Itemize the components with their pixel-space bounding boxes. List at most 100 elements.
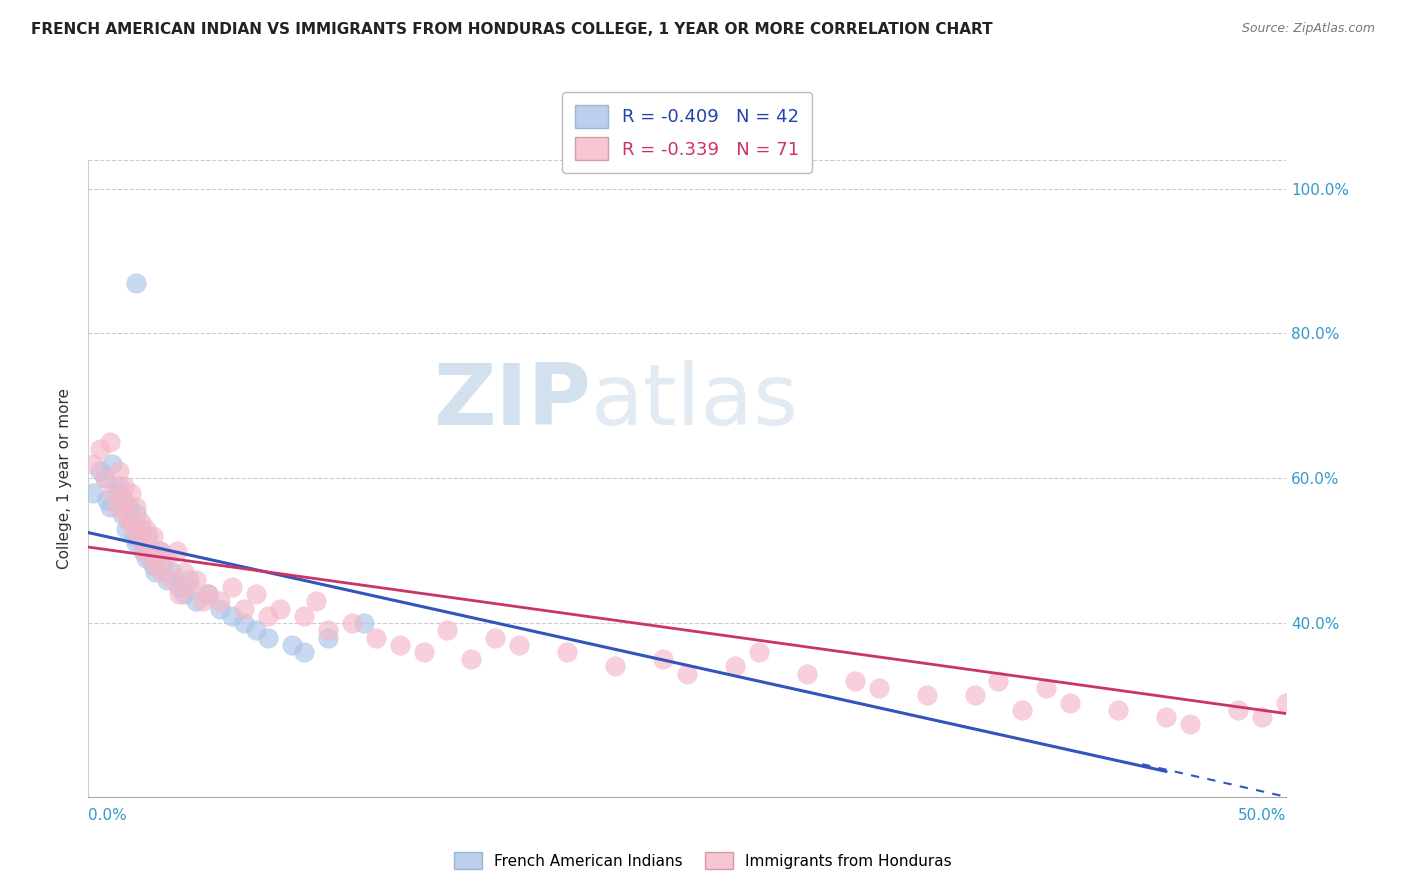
Point	[101, 485, 124, 500]
Point	[82, 457, 104, 471]
Point	[221, 580, 243, 594]
Legend: French American Indians, Immigrants from Honduras: French American Indians, Immigrants from…	[449, 846, 957, 875]
Point	[167, 580, 190, 594]
Point	[143, 558, 166, 573]
Point	[112, 493, 135, 508]
Point	[245, 624, 267, 638]
Point	[555, 645, 578, 659]
Point	[1275, 696, 1298, 710]
Point	[316, 631, 339, 645]
Point	[1059, 696, 1081, 710]
Point	[460, 652, 482, 666]
Point	[605, 659, 627, 673]
Point	[281, 638, 304, 652]
Point	[111, 508, 134, 522]
Point	[652, 652, 675, 666]
Text: FRENCH AMERICAN INDIAN VS IMMIGRANTS FROM HONDURAS COLLEGE, 1 YEAR OR MORE CORRE: FRENCH AMERICAN INDIAN VS IMMIGRANTS FRO…	[31, 22, 993, 37]
Point	[115, 508, 138, 522]
Point	[127, 529, 149, 543]
Point	[1035, 681, 1057, 696]
Point	[269, 601, 291, 615]
Point	[125, 508, 148, 522]
Point	[120, 515, 142, 529]
Text: Source: ZipAtlas.com: Source: ZipAtlas.com	[1241, 22, 1375, 36]
Point	[256, 631, 278, 645]
Point	[129, 515, 152, 529]
Point	[796, 666, 818, 681]
Legend: R = -0.409   N = 42, R = -0.339   N = 71: R = -0.409 N = 42, R = -0.339 N = 71	[562, 93, 811, 173]
Point	[160, 573, 183, 587]
Point	[125, 276, 148, 290]
Point	[197, 587, 219, 601]
Point	[316, 624, 339, 638]
Point	[184, 594, 207, 608]
Point	[96, 493, 118, 508]
Point	[748, 645, 770, 659]
Point	[118, 500, 141, 515]
Point	[177, 573, 200, 587]
Point	[152, 558, 174, 573]
Point	[208, 601, 231, 615]
Point	[208, 594, 231, 608]
Point	[120, 485, 142, 500]
Point	[108, 464, 131, 478]
Point	[177, 580, 200, 594]
Point	[173, 587, 195, 601]
Point	[118, 515, 141, 529]
Point	[122, 522, 145, 536]
Point	[132, 543, 155, 558]
Text: ZIP: ZIP	[433, 360, 592, 443]
Point	[340, 615, 363, 630]
Point	[676, 666, 699, 681]
Point	[105, 500, 128, 515]
Point	[105, 485, 128, 500]
Point	[305, 594, 328, 608]
Point	[142, 529, 165, 543]
Point	[1251, 710, 1274, 724]
Point	[232, 601, 254, 615]
Point	[166, 543, 188, 558]
Point	[724, 659, 747, 673]
Point	[149, 543, 172, 558]
Point	[156, 550, 179, 565]
Point	[191, 594, 214, 608]
Point	[108, 478, 131, 492]
Point	[844, 673, 866, 688]
Point	[135, 522, 157, 536]
Point	[98, 500, 121, 515]
Point	[508, 638, 530, 652]
Point	[135, 550, 157, 565]
Point	[167, 587, 190, 601]
Point	[256, 608, 278, 623]
Point	[82, 485, 104, 500]
Point	[173, 566, 195, 580]
Point	[149, 543, 172, 558]
Point	[94, 471, 117, 485]
Point	[245, 587, 267, 601]
Point	[132, 543, 155, 558]
Point	[1178, 717, 1201, 731]
Point	[1011, 703, 1033, 717]
Point	[139, 543, 162, 558]
Point	[1154, 710, 1177, 724]
Point	[89, 464, 111, 478]
Point	[142, 558, 165, 573]
Point	[94, 471, 117, 485]
Point	[292, 608, 315, 623]
Point	[1107, 703, 1129, 717]
Point	[915, 689, 938, 703]
Text: 50.0%: 50.0%	[1237, 807, 1286, 822]
Point	[987, 673, 1010, 688]
Point	[122, 529, 145, 543]
Point	[484, 631, 506, 645]
Point	[868, 681, 890, 696]
Point	[125, 536, 148, 550]
Point	[129, 522, 152, 536]
Point	[364, 631, 387, 645]
Text: atlas: atlas	[592, 360, 799, 443]
Point	[436, 624, 458, 638]
Point	[115, 522, 138, 536]
Point	[125, 500, 148, 515]
Y-axis label: College, 1 year or more: College, 1 year or more	[58, 388, 72, 569]
Point	[143, 566, 166, 580]
